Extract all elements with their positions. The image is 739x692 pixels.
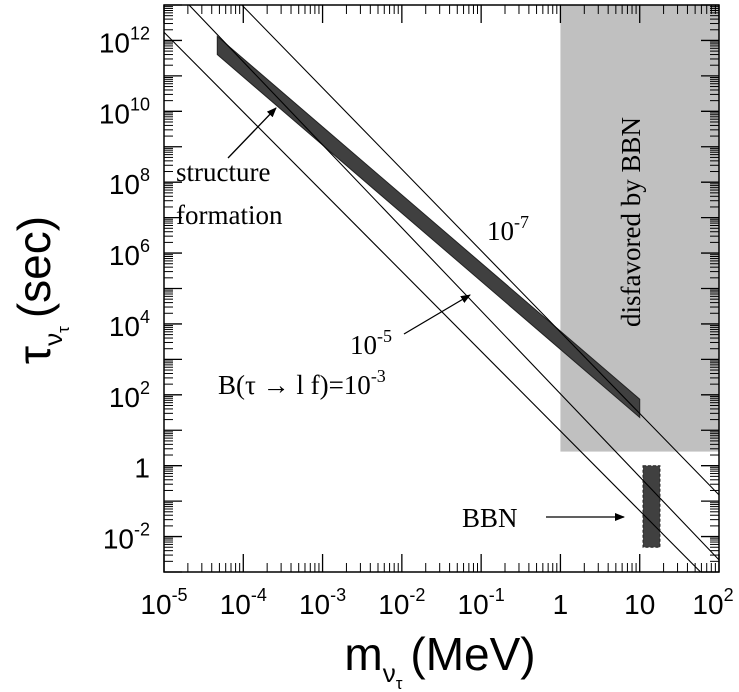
region-bbn-box [642, 465, 661, 548]
annotation-line-1e-7: 10-7 [487, 212, 529, 246]
y-axis-label: τντ (sec) [8, 216, 73, 364]
annotation-structure-line1: structure [176, 157, 270, 187]
bands [216, 35, 641, 419]
x-tick-label-exp: -5 [172, 585, 188, 605]
y-tick-label: 1010 [99, 94, 150, 129]
x-tick-label: 10-5 [140, 585, 187, 620]
y-tick-label-exp: 10 [130, 94, 150, 114]
x-tick-label: 10-4 [220, 585, 267, 620]
x-tick-label-exp: -4 [251, 585, 267, 605]
x-tick-label-base: 10 [624, 589, 655, 620]
y-tick-label: 102 [109, 378, 150, 413]
x-axis-label: mντ (MeV) [344, 628, 535, 692]
y-tick-label: 1 [134, 453, 150, 484]
x-tick-label: 10 [624, 589, 655, 620]
region-disfavored-by-bbn [560, 5, 719, 452]
arrow-line-1e-5 [403, 294, 471, 335]
y-axis-label-base: τ [8, 346, 60, 364]
y-tick-label-base: 10 [109, 311, 140, 342]
annotation-branching-prefix: B(τ → l f)=10 [218, 370, 371, 400]
x-tick-label-base: 10 [378, 589, 409, 620]
x-tick-label-base: 10 [140, 589, 171, 620]
x-tick-label: 10-3 [299, 585, 346, 620]
annotation-branching: B(τ → l f)=10-3 [218, 366, 386, 400]
x-axis-label-base: m [344, 628, 382, 680]
annotation-line-1e-7-exp: -7 [514, 212, 529, 232]
plot-frame [163, 4, 720, 573]
annotation-branching-exp: -3 [371, 366, 386, 386]
minor-ticks [164, 5, 719, 572]
arrow-structure [227, 107, 277, 159]
x-tick-label-base: 10 [692, 589, 723, 620]
y-tick-label: 104 [109, 307, 150, 342]
y-tick-label: 10-2 [103, 520, 150, 555]
line-branching-2 [188, 5, 719, 561]
y-tick-label-base: 10 [103, 524, 134, 555]
line-branching-3 [241, 5, 719, 496]
x-tick-label-exp: 2 [724, 585, 734, 605]
y-tick-label-exp: 2 [140, 378, 150, 398]
y-tick-label-base: 10 [99, 27, 130, 58]
annotation-disfavored: disfavored by BBN [616, 117, 646, 327]
x-tick-label: 10-1 [458, 585, 505, 620]
y-tick-label-base: 10 [109, 382, 140, 413]
y-tick-label-base: 10 [99, 98, 130, 129]
y-axis-label-subsub: τ [54, 326, 73, 333]
annotation-line-1e-5-exp: -5 [377, 326, 392, 346]
y-tick-label-exp: 6 [140, 236, 150, 256]
x-tick-labels: 10-5 10-4 10-3 10-2 10-1 1 10 102 [140, 585, 733, 620]
y-tick-label: 106 [109, 236, 150, 271]
y-tick-label-base: 10 [109, 169, 140, 200]
annotation-line-1e-5-base: 10 [350, 330, 377, 360]
annotation-structure-line2: formation [176, 200, 283, 230]
x-tick-label-base: 10 [299, 589, 330, 620]
annotation-line-1e-7-base: 10 [487, 216, 514, 246]
y-tick-label-exp: 8 [140, 165, 150, 185]
x-tick-label-exp: -3 [330, 585, 346, 605]
x-tick-label-base: 10 [458, 589, 489, 620]
x-tick-label-exp: -2 [409, 585, 425, 605]
x-tick-label: 10-2 [378, 585, 425, 620]
y-tick-label: 1012 [99, 23, 150, 58]
y-tick-label-base: 10 [109, 240, 140, 271]
y-tick-label-exp: -2 [134, 520, 150, 540]
annotation-bbn: BBN [462, 503, 518, 533]
x-axis-label-subsub: τ [396, 674, 403, 692]
y-axis-label-unit: (sec) [8, 216, 60, 318]
y-axis-label-sub: ν [38, 333, 68, 346]
annotation-line-1e-5: 10-5 [350, 326, 392, 360]
x-tick-label-base: 1 [553, 589, 569, 620]
y-tick-label-base: 1 [134, 453, 150, 484]
x-tick-label: 102 [692, 585, 733, 620]
x-axis-label-unit: (MeV) [410, 628, 535, 680]
y-tick-label-exp: 12 [130, 23, 150, 43]
y-tick-label-exp: 4 [140, 307, 150, 327]
x-tick-label-base: 10 [220, 589, 251, 620]
x-tick-label: 1 [553, 589, 569, 620]
regions [560, 5, 719, 548]
x-axis-label-sub: ν [383, 658, 396, 688]
band-structure-formation [216, 35, 641, 419]
y-tick-label: 108 [109, 165, 150, 200]
x-tick-label-exp: -1 [489, 585, 505, 605]
